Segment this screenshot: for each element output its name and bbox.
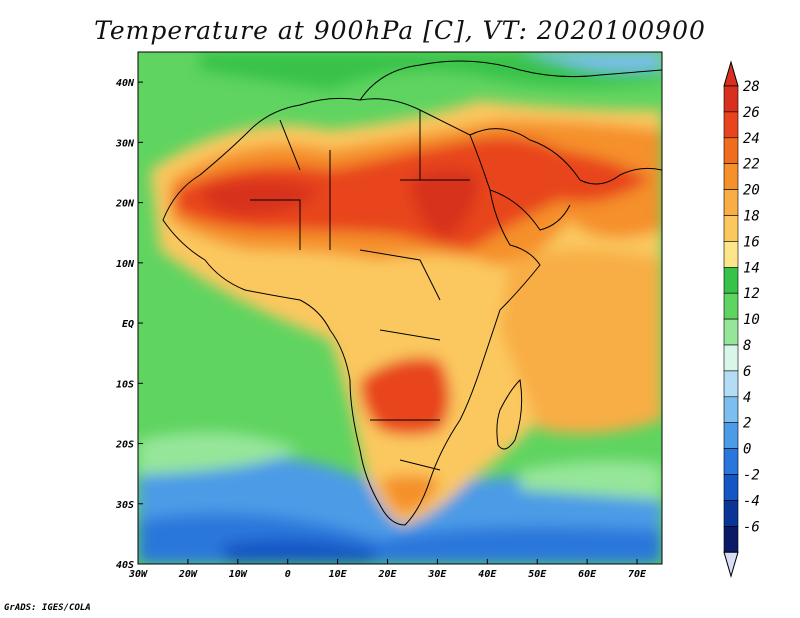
colorbar-label: -4 [743, 493, 760, 509]
colorbar-label: -2 [743, 468, 760, 484]
latitude-labels: 40N 30N 20N 10N EQ 10S 20S 30S 40S [115, 78, 143, 571]
colorbar-swatch [723, 111, 739, 139]
colorbar-swatch [723, 189, 739, 216]
colorbar-label: 24 [743, 131, 760, 147]
longitude-labels: 30W 20W 10W 0 10E 20E 30E 40E 50E 60E 70E [128, 559, 647, 580]
colorbar-swatch [723, 370, 739, 398]
colorbar-label: 4 [743, 390, 751, 406]
lon-label: 20E [377, 569, 397, 580]
lat-label: 10N [116, 259, 135, 270]
lon-label: 50E [528, 569, 547, 580]
lat-label: 10S [116, 379, 134, 390]
colorbar-swatch [723, 215, 739, 242]
lon-label: 60E [578, 569, 597, 580]
colorbar-label: 8 [743, 338, 751, 354]
lat-label: 20S [115, 440, 134, 451]
colorbar-label: 16 [743, 234, 760, 250]
colorbar-label: 22 [743, 157, 760, 173]
grads-credit: GrADS: IGES/COLA [4, 603, 91, 613]
colorbar-swatch [723, 448, 739, 475]
lat-label: 30S [115, 500, 134, 511]
colorbar-label: 10 [743, 312, 760, 328]
colorbar-swatch [723, 318, 739, 346]
colorbar-label: -6 [743, 519, 760, 535]
lon-label: 10E [329, 569, 348, 580]
colorbar-label: 2 [743, 416, 751, 432]
colorbar-swatch [723, 266, 739, 294]
colorbar-swatch [723, 500, 739, 527]
colorbar-swatch [723, 396, 739, 423]
colorbar-label: 20 [743, 183, 760, 199]
lon-label: 0 [285, 569, 291, 580]
temperature-field [138, 52, 662, 564]
colorbar-swatch [723, 474, 739, 501]
colorbar-label: 12 [743, 286, 760, 302]
lat-label: 40S [116, 560, 134, 571]
lon-label: 30E [427, 569, 447, 580]
colorbar-label: 14 [743, 260, 760, 276]
colorbar-swatch [723, 163, 739, 190]
lon-label: 30W [128, 569, 148, 580]
colorbar-label: 28 [743, 79, 760, 95]
colorbar-swatch [723, 241, 739, 268]
colorbar-swatch [723, 344, 739, 372]
colorbar-label: 18 [743, 209, 760, 225]
lat-label: 40N [116, 78, 135, 89]
lat-label: 20N [115, 199, 135, 210]
colorbar-swatch [723, 525, 739, 553]
colorbar-swatch [723, 292, 739, 320]
colorbar-label: 0 [743, 442, 751, 458]
map-title: Temperature at 900hPa [C], VT: 202010090… [94, 16, 706, 45]
lon-label: 70E [628, 569, 647, 580]
lat-label: EQ [122, 319, 134, 330]
plot-frame [137, 51, 663, 565]
colorbar-swatch [723, 422, 739, 449]
colorbar-label: 26 [743, 105, 760, 121]
lon-label: 40E [478, 569, 497, 580]
lat-label: 30N [115, 138, 135, 149]
coastlines [162, 60, 662, 526]
lon-label: 20W [178, 569, 198, 580]
lon-label: 10W [229, 569, 248, 580]
colorbar-swatch [723, 85, 739, 113]
colorbar-bottom-triangle [723, 551, 739, 578]
colorbar-top-triangle [723, 60, 739, 87]
colorbar-swatch [723, 137, 739, 165]
colorbar-label: 6 [743, 364, 751, 380]
